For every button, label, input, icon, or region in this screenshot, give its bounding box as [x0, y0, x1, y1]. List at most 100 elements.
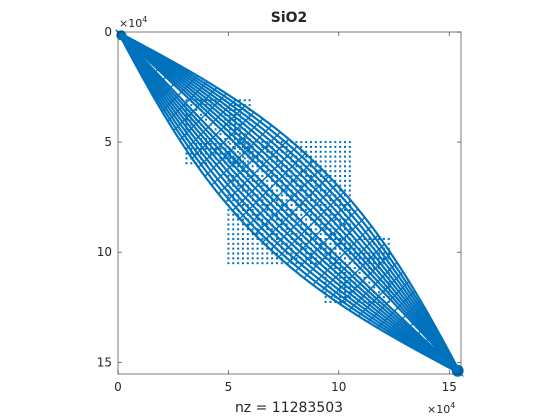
band-crosshatch-line — [239, 152, 306, 220]
nonzero-dot — [275, 184, 278, 187]
nonzero-dot — [237, 199, 240, 202]
nonzero-dot — [227, 223, 230, 226]
band-crosshatch-line — [211, 124, 273, 186]
nonzero-dot — [238, 128, 241, 131]
nonzero-dot — [324, 141, 327, 144]
nonzero-dot — [339, 237, 342, 240]
nonzero-dot — [285, 194, 288, 197]
nonzero-dot — [227, 160, 230, 163]
band-crosshatch-line — [339, 252, 392, 305]
nonzero-dot — [275, 194, 278, 197]
nonzero-dot — [348, 286, 351, 289]
nonzero-dot — [334, 150, 337, 153]
nonzero-dot — [224, 138, 227, 141]
nonzero-dot — [314, 145, 317, 148]
nonzero-dot — [339, 145, 342, 148]
nonzero-dot — [334, 170, 337, 173]
nonzero-dot — [251, 213, 254, 216]
nonzero-dot — [329, 252, 332, 255]
band-crosshatch-line — [128, 42, 139, 53]
nonzero-dot — [229, 123, 232, 126]
nonzero-dot — [314, 262, 317, 265]
nonzero-dot — [348, 170, 351, 173]
nonzero-dot — [305, 145, 308, 148]
nonzero-dot — [314, 141, 317, 144]
nonzero-dot — [348, 150, 351, 153]
nonzero-dot — [246, 150, 249, 153]
nonzero-dot — [305, 150, 308, 153]
band-crosshatch-line — [191, 105, 246, 159]
nonzero-dot — [319, 218, 322, 221]
nonzero-dot — [329, 262, 332, 265]
nonzero-dot — [200, 99, 203, 102]
nonzero-dot — [237, 233, 240, 236]
nonzero-dot — [324, 155, 327, 158]
nonzero-dot — [204, 118, 207, 121]
nonzero-dot — [271, 252, 274, 255]
nonzero-dot — [295, 141, 298, 144]
nonzero-dot — [339, 242, 342, 245]
nonzero-dot — [285, 223, 288, 226]
nonzero-dot — [329, 228, 332, 231]
nonzero-dot — [238, 123, 241, 126]
nonzero-dot — [229, 162, 232, 165]
nonzero-dot — [232, 199, 235, 202]
nonzero-dot — [241, 223, 244, 226]
nonzero-dot — [285, 252, 288, 255]
nonzero-dot — [234, 128, 237, 131]
nonzero-dot — [271, 150, 274, 153]
nonzero-dot — [344, 155, 347, 158]
nonzero-dot — [305, 170, 308, 173]
nonzero-dot — [295, 242, 298, 245]
nonzero-dot — [256, 194, 259, 197]
nonzero-dot — [348, 223, 351, 226]
nonzero-dot — [285, 228, 288, 231]
nonzero-dot — [261, 247, 264, 250]
nonzero-dot — [261, 257, 264, 260]
nonzero-dot — [339, 252, 342, 255]
nonzero-dot — [266, 179, 269, 182]
nonzero-dot — [368, 237, 371, 240]
nonzero-dot — [227, 228, 230, 231]
nonzero-dot — [232, 242, 235, 245]
nonzero-dot — [339, 189, 342, 192]
nonzero-dot — [363, 237, 366, 240]
nonzero-dot — [256, 179, 259, 182]
nonzero-dot — [261, 218, 264, 221]
nonzero-dot — [378, 257, 381, 260]
nonzero-dot — [234, 108, 237, 111]
nonzero-dot — [305, 208, 308, 211]
band-crosshatch-line — [161, 75, 199, 112]
nonzero-dot — [251, 179, 254, 182]
nonzero-dot — [237, 237, 240, 240]
band-crosshatch-line — [150, 64, 179, 93]
nonzero-dot — [251, 150, 254, 153]
nonzero-dot — [353, 267, 356, 270]
nonzero-dot — [246, 237, 249, 240]
nonzero-dot — [368, 262, 371, 265]
nonzero-dot — [234, 147, 237, 150]
band-crosshatch-line — [232, 145, 298, 212]
nonzero-dot — [295, 262, 298, 265]
nonzero-dot — [241, 242, 244, 245]
nonzero-dot — [266, 262, 269, 265]
nonzero-dot — [324, 213, 327, 216]
nonzero-dot — [266, 242, 269, 245]
nonzero-dot — [237, 218, 240, 221]
nonzero-dot — [261, 242, 264, 245]
band-crosshatch-line — [173, 87, 218, 132]
nonzero-dot — [324, 276, 327, 279]
nonzero-dot — [200, 142, 203, 145]
nonzero-dot — [185, 99, 188, 102]
nonzero-dot — [300, 223, 303, 226]
nonzero-dot — [241, 218, 244, 221]
nonzero-dot — [232, 155, 235, 158]
nonzero-dot — [353, 252, 356, 255]
nonzero-dot — [237, 262, 240, 265]
nonzero-dot — [232, 213, 235, 216]
nonzero-dot — [266, 208, 269, 211]
nonzero-dot — [266, 165, 269, 168]
nonzero-dot — [300, 189, 303, 192]
band-crosshatch-line — [270, 183, 337, 251]
nonzero-dot — [305, 218, 308, 221]
